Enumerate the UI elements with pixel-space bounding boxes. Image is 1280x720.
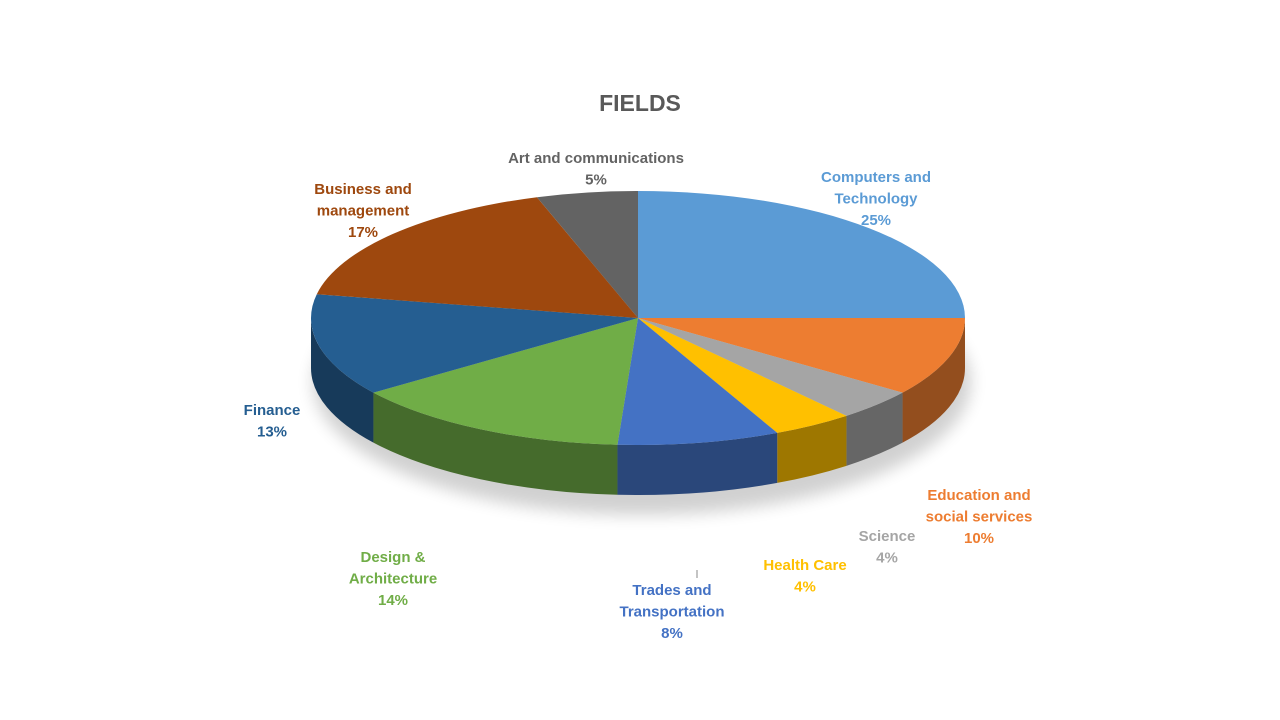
pie-slice-side — [373, 392, 618, 495]
pie-slice — [638, 191, 965, 318]
slice-name: Architecture — [349, 571, 437, 588]
slice-percent: 4% — [876, 550, 898, 567]
pie-slice-side — [846, 392, 903, 466]
slice-label: Trades and Transportation 8% — [619, 582, 724, 642]
slice-name: social services — [926, 509, 1033, 526]
pie-slice-side — [902, 318, 966, 443]
slice-name: Computers and — [821, 169, 931, 186]
slice-name: Design & — [360, 549, 425, 566]
slice-name: Technology — [834, 191, 918, 208]
slice-name: Transportation — [619, 604, 724, 621]
pie-slice — [373, 318, 638, 445]
slice-name: Trades and — [632, 582, 711, 599]
pie-slice — [311, 294, 638, 393]
slice-label: Science 4% — [859, 528, 916, 567]
slice-percent: 13% — [257, 424, 287, 441]
slice-percent: 10% — [964, 530, 994, 547]
pie-slice-side — [617, 432, 778, 495]
slice-name: Science — [859, 528, 916, 545]
slice-name: Education and — [927, 487, 1030, 504]
slice-percent: 14% — [378, 592, 408, 609]
slice-name: Business and — [314, 181, 412, 198]
slice-percent: 4% — [794, 579, 816, 596]
slice-label: Education and social services 10% — [926, 487, 1033, 547]
slice-percent: 25% — [861, 212, 891, 229]
slice-percent: 8% — [661, 625, 683, 642]
pie-slice — [536, 191, 638, 318]
pie-slice — [638, 318, 903, 416]
pie-slice-side — [311, 318, 374, 443]
slice-name: Health Care — [763, 557, 846, 574]
slice-label: Computers and Technology 25% — [821, 169, 931, 229]
chart-title: FIELDS — [599, 90, 681, 116]
slice-name: Finance — [244, 402, 301, 419]
pie-slice — [638, 318, 847, 433]
slice-label: Art and communications 5% — [508, 150, 684, 189]
slice-label: Design & Architecture 14% — [349, 549, 437, 609]
pie-slice-side — [777, 415, 847, 483]
slice-label: Health Care 4% — [763, 557, 846, 596]
slice-name: Art and communications — [508, 150, 684, 167]
pie-slice — [638, 318, 966, 393]
pie-slice — [617, 318, 778, 445]
slice-label: Finance 13% — [244, 402, 301, 441]
slice-percent: 5% — [585, 172, 607, 189]
slice-label: Business and management 17% — [314, 181, 412, 241]
pie-slice — [316, 197, 638, 318]
slice-percent: 17% — [348, 224, 378, 241]
slice-name: management — [317, 203, 410, 220]
